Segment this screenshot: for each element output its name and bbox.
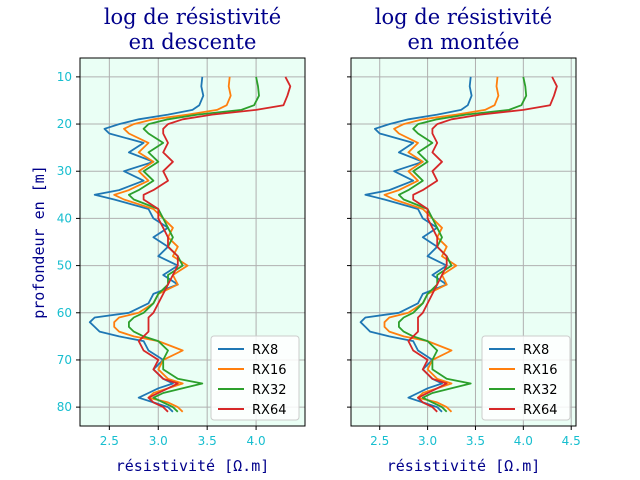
chart-1-y-tick-label-7: 80	[57, 400, 72, 414]
chart-1-y-tick-label-4: 50	[57, 259, 72, 273]
chart-2-x-axis-label: résistivité [Ω.m]	[387, 457, 541, 475]
chart-2-series-line-rx16	[383, 76, 500, 413]
chart-2-series-line-rx64	[407, 76, 558, 413]
chart-1-y-tick-label-2: 30	[57, 164, 72, 178]
chart-2-legend-label-rx16: RX16	[523, 363, 557, 378]
left-chart-panel: 2.5 3.0 3.5 4.0 10 20 30 40 50 60 70 80 log de résis…	[57, 5, 306, 475]
chart-2-x-tick-label-3: 4.0	[514, 434, 533, 448]
chart-1-y-tick-label-6: 70	[57, 353, 72, 367]
chart-1-axes-frame	[79, 57, 306, 427]
chart-2-title-line-1: log de résistivité	[375, 5, 552, 29]
chart-1-x-tick-label-0: 2.5	[100, 434, 119, 448]
chart-2-legend-box	[481, 335, 571, 421]
chart-1-title-line-1: log de résistivité	[104, 5, 281, 29]
chart-2-x-tick-label-2: 3.5	[466, 434, 485, 448]
chart-2-legend-label-rx8: RX8	[523, 343, 549, 358]
chart-2-title-line-2: en montée	[407, 30, 519, 54]
chart-1-y-tick-label-0: 10	[57, 70, 72, 84]
chart-2-x-tick-label-1: 3.0	[418, 434, 437, 448]
chart-2-legend-label-rx64: RX64	[523, 403, 557, 418]
chart-1-y-tick-label-5: 60	[57, 306, 72, 320]
chart-1-y-tick-label-3: 40	[57, 211, 72, 225]
chart-1-y-tick-label-1: 20	[57, 117, 72, 131]
chart-1-legend-label-rx32: RX32	[252, 383, 286, 398]
chart-1-x-tick-label-1: 3.0	[149, 434, 168, 448]
chart-1-x-tick-label-2: 3.5	[198, 434, 217, 448]
chart-1-legend-label-rx8: RX8	[252, 343, 278, 358]
chart-1-title-line-2: en descente	[129, 30, 257, 54]
chart-1-x-tick-label-3: 4.0	[247, 434, 266, 448]
chart-1-legend-box	[210, 335, 300, 421]
y-axis-label: profondeur en [m]	[30, 165, 48, 319]
chart-1-legend-label-rx64: RX64	[252, 403, 286, 418]
chart-2-legend-label-rx32: RX32	[523, 383, 557, 398]
chart-1-series-line-rx16	[113, 76, 232, 413]
chart-1-legend-label-rx16: RX16	[252, 363, 286, 378]
chart-2-x-tick-label-0: 2.5	[370, 434, 389, 448]
chart-2-x-tick-label-4: 4.5	[562, 434, 581, 448]
chart-1-x-axis-label: résistivité [Ω.m]	[116, 457, 270, 475]
chart-2-axes-frame	[350, 57, 577, 427]
chart-1-series-line-rx64	[137, 76, 292, 413]
